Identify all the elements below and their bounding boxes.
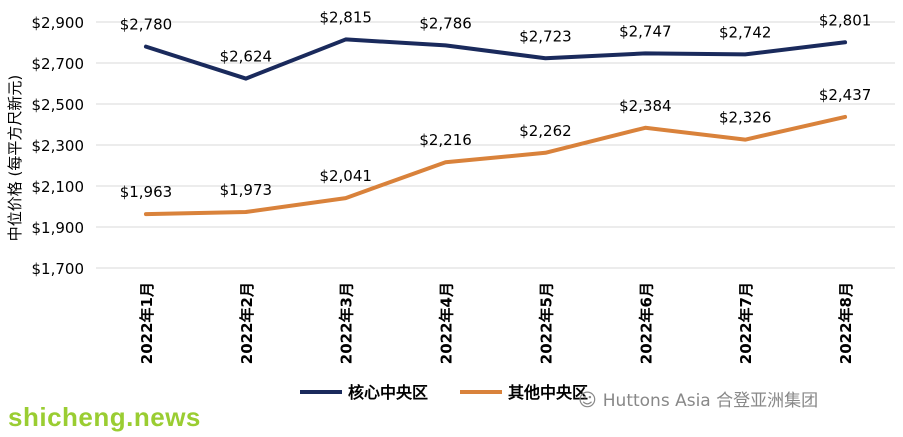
y-tick-label: $2,100 <box>32 178 85 196</box>
data-label: $2,624 <box>220 48 273 66</box>
y-tick-label: $2,700 <box>32 55 85 73</box>
x-tick-label: 2022年1月 <box>138 282 156 364</box>
data-label: $2,437 <box>819 86 872 104</box>
x-tick-label: 2022年8月 <box>837 282 855 364</box>
y-axis-label: 中位价格 (每平方尺新元) <box>6 75 24 241</box>
data-label: $2,815 <box>319 8 372 26</box>
x-tick-label: 2022年2月 <box>238 282 256 364</box>
y-tick-label: $1,700 <box>32 260 85 278</box>
data-label: $2,780 <box>120 16 173 34</box>
data-label: $2,384 <box>619 97 672 115</box>
x-tick-label: 2022年6月 <box>637 282 655 364</box>
y-tick-label: $2,500 <box>32 96 85 114</box>
x-tick-label: 2022年5月 <box>537 282 555 364</box>
gridlines <box>96 21 895 269</box>
data-label: $2,326 <box>719 109 772 127</box>
data-label: $1,963 <box>120 183 173 201</box>
data-label: $2,786 <box>419 14 472 32</box>
data-labels: $2,780 $2,624 $2,815 $2,786 $2,723 $2,747 $2,7… <box>120 8 872 201</box>
data-label: $2,262 <box>519 122 572 140</box>
data-label: $2,801 <box>819 11 872 29</box>
data-label: $2,216 <box>419 131 472 149</box>
legend-label: 其他中央区 <box>508 383 588 402</box>
data-label: $2,747 <box>619 22 672 40</box>
series-line <box>143 37 848 81</box>
legend: 核心中央区 其他中央区 <box>300 383 588 402</box>
x-tick-label: 2022年3月 <box>338 282 356 364</box>
data-label: $2,041 <box>319 167 372 185</box>
wechat-icon: ☺ <box>578 390 597 411</box>
data-label: $2,742 <box>719 23 772 41</box>
x-axis-ticks: 2022年1月 2022年2月 2022年3月 2022年4月 2022年5月 2022年… <box>138 282 855 364</box>
series-line <box>143 114 848 217</box>
brand-watermark: ☺ Huttons Asia 合登亚洲集团 <box>578 386 818 411</box>
x-tick-label: 2022年4月 <box>438 282 456 364</box>
y-axis-ticks: $1,700 $1,900 $2,100 $2,300 $2,500 $2,700 $2,9… <box>32 14 85 278</box>
data-label: $1,973 <box>220 181 273 199</box>
y-tick-label: $2,900 <box>32 14 85 32</box>
y-tick-label: $1,900 <box>32 219 85 237</box>
legend-label: 核心中央区 <box>348 383 428 402</box>
data-label: $2,723 <box>519 27 572 45</box>
brand-text: Huttons Asia 合登亚洲集团 <box>602 391 819 411</box>
y-tick-label: $2,300 <box>32 137 85 155</box>
x-tick-label: 2022年7月 <box>737 282 755 364</box>
site-watermark: shicheng.news <box>8 402 201 432</box>
series-lines <box>143 37 848 217</box>
